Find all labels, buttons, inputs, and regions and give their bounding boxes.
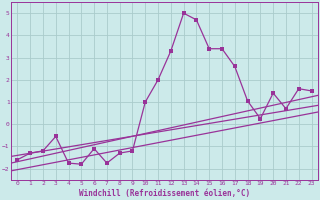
X-axis label: Windchill (Refroidissement éolien,°C): Windchill (Refroidissement éolien,°C) [79,189,250,198]
